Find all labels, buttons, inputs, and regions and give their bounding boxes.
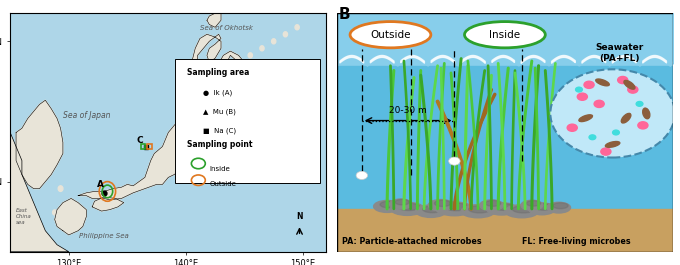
Ellipse shape [390, 199, 411, 209]
Ellipse shape [423, 206, 443, 213]
Ellipse shape [521, 200, 543, 210]
Ellipse shape [464, 21, 545, 48]
Bar [141, 144, 146, 149]
Text: Seawater
(PA+FL): Seawater (PA+FL) [595, 43, 643, 63]
Text: Sea of Japan: Sea of Japan [63, 112, 110, 121]
Text: PA: Particle-attached microbes: PA: Particle-attached microbes [341, 237, 481, 245]
Text: North Pacific Ocean: North Pacific Ocean [235, 135, 301, 140]
Ellipse shape [513, 206, 534, 213]
Circle shape [628, 86, 638, 93]
Circle shape [567, 124, 577, 131]
FancyBboxPatch shape [175, 59, 320, 183]
Ellipse shape [479, 200, 503, 211]
Text: Sampling point: Sampling point [187, 140, 253, 149]
Circle shape [617, 76, 628, 83]
Ellipse shape [373, 200, 401, 213]
Ellipse shape [435, 200, 451, 206]
Circle shape [52, 210, 57, 215]
Ellipse shape [398, 203, 420, 210]
Circle shape [601, 148, 611, 155]
Circle shape [295, 25, 299, 30]
Circle shape [248, 53, 252, 58]
Circle shape [577, 93, 588, 100]
Bar [337, 66, 673, 252]
Ellipse shape [535, 204, 552, 210]
Text: ▲  Mu (B): ▲ Mu (B) [203, 108, 236, 115]
Ellipse shape [643, 108, 650, 119]
Polygon shape [207, 13, 221, 27]
Text: Outside: Outside [209, 181, 236, 187]
Ellipse shape [436, 202, 473, 216]
Text: Inside: Inside [209, 166, 230, 173]
Ellipse shape [461, 205, 495, 218]
Polygon shape [192, 34, 244, 90]
Text: ●  Ik (A): ● Ik (A) [203, 89, 233, 96]
Ellipse shape [624, 80, 635, 89]
Text: Sea of Okhotsk: Sea of Okhotsk [201, 25, 253, 31]
Text: N: N [296, 212, 303, 221]
Polygon shape [54, 198, 86, 235]
Ellipse shape [469, 206, 490, 213]
Ellipse shape [428, 200, 454, 211]
Polygon shape [92, 197, 124, 211]
Circle shape [271, 39, 276, 44]
Text: A: A [97, 180, 104, 189]
Circle shape [589, 135, 596, 140]
Circle shape [550, 69, 675, 157]
Text: B: B [338, 7, 350, 22]
Circle shape [636, 101, 643, 106]
Polygon shape [78, 90, 203, 200]
Ellipse shape [486, 203, 517, 215]
Text: ■  Na (C): ■ Na (C) [203, 127, 236, 134]
Ellipse shape [494, 204, 513, 210]
Ellipse shape [622, 113, 631, 123]
Text: Outside: Outside [370, 30, 411, 40]
Ellipse shape [350, 21, 431, 48]
Bar [147, 144, 152, 149]
Ellipse shape [390, 202, 424, 215]
Bar [193, 101, 198, 106]
Ellipse shape [526, 201, 541, 206]
Text: East
China
sea: East China sea [16, 208, 32, 225]
Bar [337, 209, 673, 252]
Text: Inside: Inside [490, 30, 520, 40]
Circle shape [58, 186, 63, 191]
Ellipse shape [547, 202, 571, 213]
Text: FL: Free-living microbes: FL: Free-living microbes [522, 237, 630, 245]
Circle shape [613, 130, 619, 135]
Circle shape [284, 32, 288, 37]
Polygon shape [16, 100, 63, 189]
Ellipse shape [395, 199, 409, 205]
Ellipse shape [579, 115, 592, 122]
Ellipse shape [444, 203, 468, 211]
Circle shape [449, 157, 460, 165]
Text: B: B [187, 94, 194, 103]
Ellipse shape [553, 203, 568, 209]
Text: C: C [136, 136, 143, 145]
Ellipse shape [415, 205, 446, 217]
Text: Philippine Sea: Philippine Sea [79, 233, 129, 239]
Circle shape [594, 100, 605, 108]
Ellipse shape [380, 201, 398, 208]
Circle shape [356, 171, 368, 179]
Bar [200, 101, 205, 106]
Text: Sampling area: Sampling area [187, 68, 250, 77]
Ellipse shape [528, 203, 556, 215]
Circle shape [584, 81, 594, 88]
Ellipse shape [486, 200, 500, 206]
Ellipse shape [505, 205, 539, 218]
Ellipse shape [596, 79, 609, 86]
Text: 20-30 m: 20-30 m [389, 106, 427, 114]
Ellipse shape [605, 142, 620, 147]
Circle shape [260, 46, 264, 51]
Circle shape [575, 87, 582, 92]
Polygon shape [10, 13, 69, 252]
Circle shape [638, 122, 648, 129]
